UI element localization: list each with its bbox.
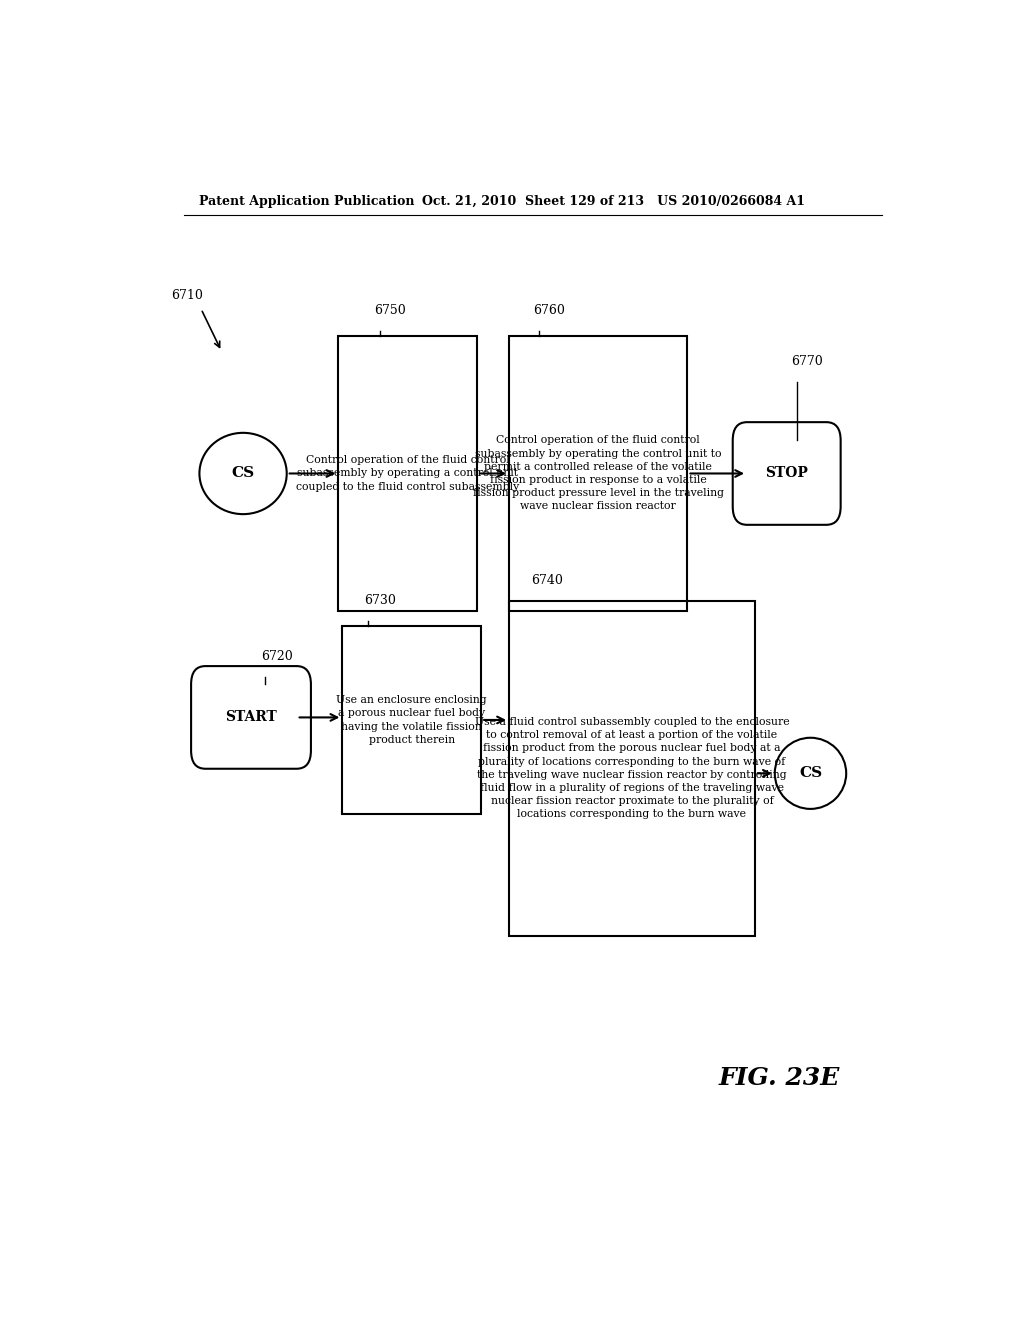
Text: CS: CS	[799, 767, 822, 780]
Text: 6750: 6750	[374, 305, 406, 317]
Text: STOP: STOP	[765, 466, 808, 480]
Text: 6740: 6740	[531, 574, 563, 586]
Text: 6710: 6710	[172, 289, 204, 302]
Text: Use a fluid control subassembly coupled to the enclosure
to control removal of a: Use a fluid control subassembly coupled …	[474, 717, 790, 820]
Text: FIG. 23E: FIG. 23E	[718, 1067, 840, 1090]
Text: Oct. 21, 2010  Sheet 129 of 213   US 2010/0266084 A1: Oct. 21, 2010 Sheet 129 of 213 US 2010/0…	[422, 194, 805, 207]
Text: Control operation of the fluid control
subassembly by operating a control unit
c: Control operation of the fluid control s…	[296, 455, 519, 491]
Text: 6760: 6760	[532, 305, 564, 317]
Text: 6730: 6730	[365, 594, 396, 607]
Text: CS: CS	[231, 466, 255, 480]
Text: Control operation of the fluid control
subassembly by operating the control unit: Control operation of the fluid control s…	[473, 436, 724, 511]
Text: 6770: 6770	[791, 355, 822, 368]
Text: Patent Application Publication: Patent Application Publication	[200, 194, 415, 207]
Text: 6720: 6720	[261, 649, 293, 663]
Text: START: START	[225, 710, 276, 725]
Text: Use an enclosure enclosing
a porous nuclear fuel body
having the volatile fissio: Use an enclosure enclosing a porous nucl…	[337, 696, 487, 744]
